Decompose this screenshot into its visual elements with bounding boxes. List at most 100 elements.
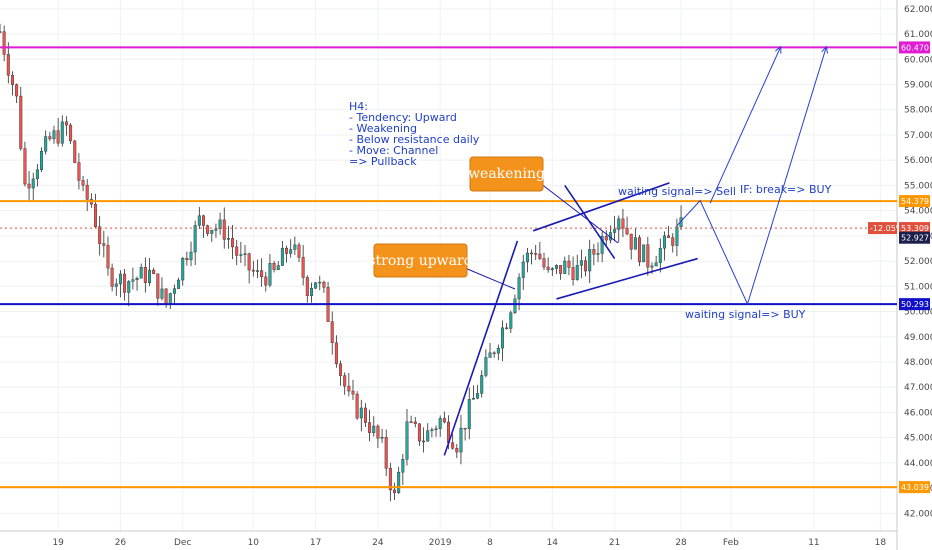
- candle-up: [484, 357, 488, 376]
- candle-up: [617, 218, 621, 230]
- candle-up: [172, 288, 176, 294]
- x-tick-label: 2019: [429, 538, 452, 548]
- candle-down: [123, 273, 127, 293]
- y-tick-label: 60.000: [904, 55, 932, 65]
- candle-down: [19, 95, 23, 149]
- candle-up: [397, 471, 401, 493]
- candle-down: [264, 276, 268, 286]
- candle-up: [44, 136, 48, 152]
- candle-up: [210, 230, 214, 234]
- candle-up: [401, 459, 405, 473]
- candle-up: [471, 398, 475, 400]
- candle-up: [189, 251, 193, 261]
- trendline[interactable]: [532, 182, 670, 232]
- candle-up: [426, 430, 430, 442]
- candle-down: [235, 246, 239, 256]
- candle-up: [500, 327, 504, 349]
- callout-weakening-text: weakening: [468, 166, 545, 182]
- candle-up: [293, 244, 297, 250]
- note-line-resistance: - Below resistance daily: [349, 133, 480, 146]
- candle-up: [517, 277, 521, 300]
- x-tick-label: 26: [115, 538, 127, 548]
- candle-down: [451, 442, 455, 449]
- callout-strong-upward[interactable]: strong upward: [368, 243, 516, 290]
- candle-up: [600, 236, 604, 254]
- y-tick-label: 49.000: [904, 333, 932, 343]
- candle-up: [521, 261, 525, 278]
- candle-up: [139, 267, 143, 279]
- y-tick-label: 61.000: [904, 30, 932, 40]
- candle-down: [530, 252, 534, 255]
- candle-down: [106, 245, 110, 269]
- candle-up: [226, 238, 230, 240]
- trendline[interactable]: [556, 257, 698, 300]
- price-axis[interactable]: 42.00043.00044.00045.00046.00047.00048.0…: [904, 5, 932, 520]
- candle-down: [505, 327, 509, 330]
- y-tick-label: 48.000: [904, 358, 932, 368]
- candle-down: [98, 226, 102, 244]
- candle-up: [613, 229, 617, 233]
- level-badge-text: 54.379: [901, 197, 929, 206]
- candle-down: [343, 375, 347, 387]
- y-tick-label: 46.000: [904, 408, 932, 418]
- label-if-break-buy: IF: break=> BUY: [740, 183, 832, 196]
- projection-path[interactable]: [709, 46, 782, 204]
- change-badge: [868, 222, 897, 235]
- candle-up: [214, 228, 218, 231]
- trendline[interactable]: [443, 240, 519, 456]
- candle-up: [181, 258, 185, 281]
- x-tick-label: 10: [248, 538, 260, 548]
- change-badge-text: -12.05%: [870, 224, 904, 233]
- candle-up: [554, 265, 558, 269]
- candle-down: [384, 437, 388, 469]
- candle-up: [268, 262, 272, 286]
- candle-up: [430, 429, 434, 431]
- candle-up: [114, 283, 118, 287]
- candle-down: [546, 266, 550, 271]
- candle-up: [60, 121, 64, 144]
- candle-down: [571, 267, 575, 280]
- level-badge: [899, 195, 930, 208]
- candle-up: [650, 265, 654, 268]
- callout-weakening[interactable]: weakening: [468, 156, 619, 244]
- candle-up: [525, 252, 529, 263]
- level-badge-text: 43.039: [901, 483, 929, 492]
- candle-up: [488, 352, 492, 358]
- candle-up: [197, 215, 201, 226]
- candle-up: [438, 418, 442, 429]
- candle-up: [160, 288, 164, 299]
- candle-up: [127, 281, 131, 293]
- candle-down: [492, 352, 496, 355]
- callout-strong-upward-text: strong upward: [368, 253, 472, 269]
- y-tick-label: 58.000: [904, 106, 932, 116]
- time-axis[interactable]: 19 26 Dec 10 17 24 2019 8 14 21 28 Feb 11 18: [52, 538, 886, 548]
- x-tick-label: 8: [487, 538, 493, 548]
- candle-down: [368, 422, 372, 433]
- price-badge: [899, 222, 930, 235]
- candle-up: [148, 269, 151, 284]
- candle-up: [476, 393, 480, 399]
- candle-down: [301, 257, 305, 278]
- candle-up: [633, 237, 637, 250]
- candle-up: [40, 151, 44, 170]
- candle-up: [509, 312, 513, 329]
- candle-down: [73, 140, 77, 163]
- candle-up: [289, 249, 293, 254]
- note-line-move: - Move: Channel: [349, 144, 438, 157]
- candle-down: [339, 363, 343, 376]
- projection-path[interactable]: [676, 46, 827, 306]
- trendline[interactable]: [564, 184, 616, 260]
- candle-down: [143, 267, 147, 284]
- candle-up: [588, 249, 592, 272]
- candle-up: [380, 437, 384, 439]
- trendline-annotations[interactable]: [443, 45, 828, 456]
- x-tick-label: 18: [875, 538, 887, 548]
- y-tick-label: 57.000: [904, 131, 932, 141]
- y-tick-label: 59.000: [904, 81, 932, 91]
- label-waiting-sell: waiting signal=> Sell: [618, 185, 736, 198]
- candle-up: [135, 277, 139, 280]
- note-line-tendency: - Tendency: Upward: [349, 111, 457, 124]
- candle-down: [625, 228, 629, 235]
- candle-up: [239, 254, 243, 256]
